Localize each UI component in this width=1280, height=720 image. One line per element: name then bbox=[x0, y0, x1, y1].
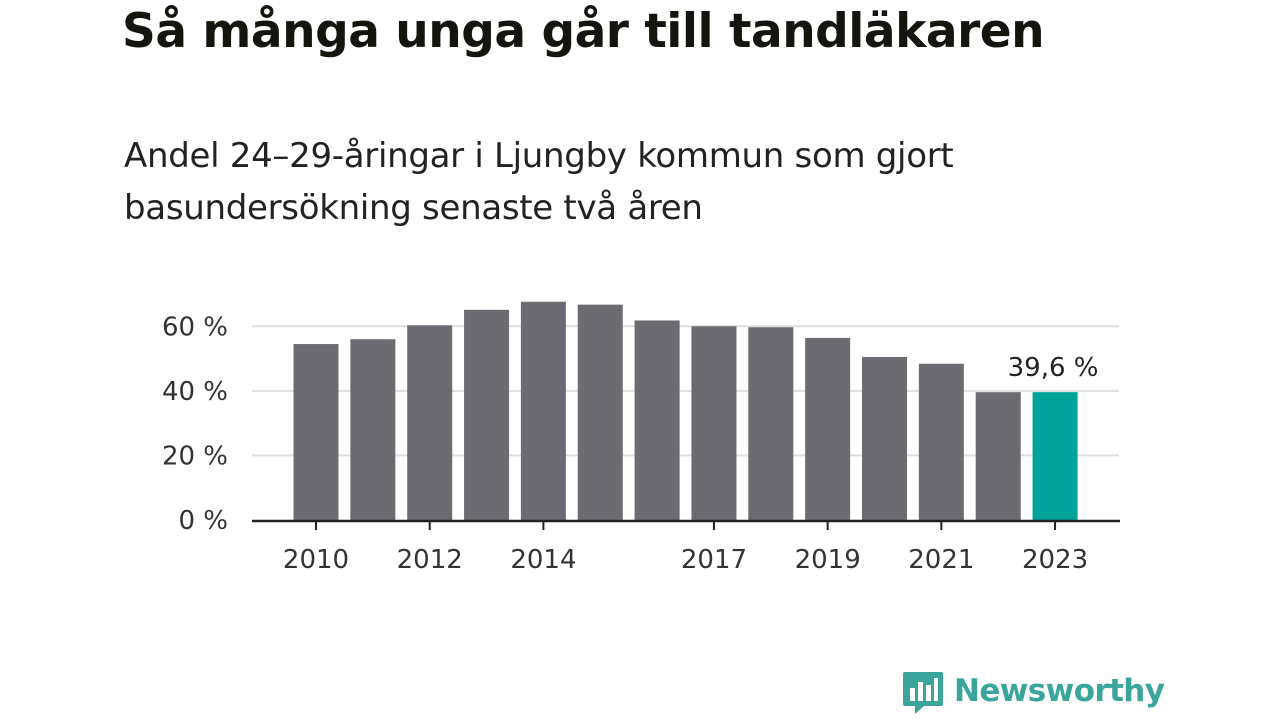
x-tick-label: 2012 bbox=[397, 545, 463, 575]
bar-2016 bbox=[634, 320, 680, 520]
bar-2017 bbox=[691, 326, 737, 520]
bar-2021 bbox=[918, 363, 964, 520]
x-tick-label: 2010 bbox=[283, 545, 349, 575]
y-tick-label: 20 % bbox=[162, 441, 228, 471]
brand-name: Newsworthy bbox=[954, 673, 1165, 709]
bar-chart-speech-bubble-icon bbox=[903, 672, 943, 714]
chart-title: Så många unga går till tandläkaren bbox=[122, 4, 1045, 59]
bar-2011 bbox=[350, 339, 396, 520]
y-tick-label: 40 % bbox=[162, 377, 228, 407]
chart-subtitle: Andel 24–29-åringar i Ljungby kommun som… bbox=[124, 136, 954, 228]
brand-logo: Newsworthy bbox=[902, 670, 1165, 716]
data-label: 39,6 % bbox=[1008, 353, 1099, 383]
bar-2019 bbox=[805, 337, 851, 520]
x-tick-label: 2019 bbox=[795, 545, 861, 575]
bar-2023 bbox=[1032, 392, 1078, 520]
bar-2020 bbox=[862, 356, 907, 520]
bar-2018 bbox=[748, 327, 794, 520]
bar-2013 bbox=[464, 309, 510, 520]
bar-2014 bbox=[520, 301, 566, 520]
bar-2012 bbox=[407, 325, 453, 520]
bar-2015 bbox=[577, 304, 623, 520]
bar-2010 bbox=[293, 344, 339, 520]
y-tick-label: 0 % bbox=[178, 506, 228, 536]
y-tick-label: 60 % bbox=[162, 312, 228, 342]
x-tick-label: 2023 bbox=[1022, 545, 1088, 575]
x-tick-label: 2014 bbox=[510, 545, 576, 575]
x-tick-label: 2017 bbox=[681, 545, 747, 575]
x-tick-label: 2021 bbox=[908, 545, 974, 575]
bar-2022 bbox=[975, 392, 1021, 520]
